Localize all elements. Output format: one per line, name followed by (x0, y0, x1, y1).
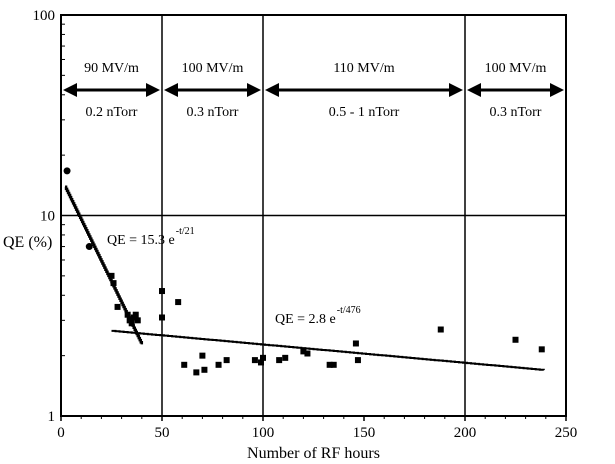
region-arrow-left-head (164, 83, 178, 97)
region-pressure-label: 0.3 nTorr (187, 105, 239, 120)
y-axis-title: QE (%) (3, 234, 52, 251)
x-tick-label: 0 (57, 425, 65, 441)
data-point-square (175, 299, 182, 306)
x-axis-title: Number of RF hours (247, 445, 380, 462)
data-point-square (181, 361, 188, 368)
x-tick-label: 100 (252, 425, 275, 441)
fit-curve-2 (111, 329, 545, 371)
region-2: 100 MV/m 0.3 nTorr (164, 61, 261, 120)
data-point-square (260, 354, 266, 361)
region-arrow-left-head (467, 83, 481, 97)
data-point-square (223, 357, 230, 364)
data-point-square (124, 311, 131, 318)
y-tick-label: 100 (33, 8, 56, 24)
condition-regions: 90 MV/m 0.2 nTorr 100 MV/m 0.3 nTorr 110 MV/… (63, 61, 564, 120)
data-point-square (134, 317, 141, 324)
data-point-circle (63, 167, 71, 175)
data-point-square (512, 336, 519, 343)
region-arrow-right-head (247, 83, 261, 97)
region-pressure-label: 0.5 - 1 nTorr (329, 105, 400, 120)
data-point-square (251, 357, 258, 364)
data-point-square (326, 361, 333, 368)
data-point-square (199, 352, 206, 359)
fit-label-1: QE = 15.3 e (107, 233, 175, 248)
region-field-label: 90 MV/m (84, 61, 139, 76)
data-point-square (437, 326, 444, 333)
data-point-square (330, 361, 337, 368)
data-point-square (132, 311, 139, 318)
region-arrow-right-head (449, 83, 463, 97)
x-tick-label: 50 (155, 425, 170, 441)
region-pressure-label: 0.3 nTorr (490, 105, 542, 120)
data-point-square (193, 369, 200, 376)
data-point-square (215, 361, 222, 368)
data-point-square (110, 280, 117, 287)
data-point-square (159, 314, 165, 321)
x-tick-label: 250 (555, 425, 578, 441)
fit-exponent-1: -t/21 (176, 226, 195, 237)
x-tick-label: 200 (454, 425, 477, 441)
region-arrow-right-head (146, 83, 160, 97)
data-point-square (128, 320, 135, 327)
fit-exponent-2: -t/476 (337, 305, 361, 316)
plot-frame (60, 14, 567, 417)
data-point-square (257, 359, 264, 366)
x-tick-label: 150 (353, 425, 376, 441)
region-pressure-label: 0.2 nTorr (86, 105, 138, 120)
region-arrow-left-head (265, 83, 279, 97)
region-field-label: 110 MV/m (333, 61, 394, 76)
data-point-square (304, 350, 311, 357)
region-3: 110 MV/m 0.5 - 1 nTorr (265, 61, 463, 120)
data-point-square (300, 348, 307, 355)
y-tick-label: 10 (40, 209, 55, 225)
fit-label-2: QE = 2.8 e (275, 312, 336, 327)
data-point-square (352, 340, 359, 347)
region-1: 90 MV/m 0.2 nTorr (63, 61, 160, 120)
data-point-square (159, 288, 165, 295)
data-point-circle (85, 243, 93, 251)
region-4: 100 MV/m 0.3 nTorr (467, 61, 564, 120)
axis-ticks: 1 10 100 0 50 100 150 200 250 (33, 8, 578, 441)
region-field-label: 100 MV/m (485, 61, 547, 76)
data-point-square (282, 354, 289, 361)
data-point-square (538, 346, 545, 353)
data-point-square (201, 366, 208, 373)
data-point-square (108, 272, 115, 279)
region-arrow-right-head (550, 83, 564, 97)
data-points (63, 167, 545, 376)
y-tick-label: 1 (48, 409, 56, 425)
region-field-label: 100 MV/m (182, 61, 244, 76)
data-point-square (276, 357, 283, 364)
grid-lines (61, 15, 566, 416)
fit-annotations: QE = 15.3 e-t/21 QE = 2.8 e-t/476 (107, 226, 361, 327)
data-point-square (114, 303, 121, 310)
region-arrow-left-head (63, 83, 77, 97)
data-point-square (354, 357, 361, 364)
